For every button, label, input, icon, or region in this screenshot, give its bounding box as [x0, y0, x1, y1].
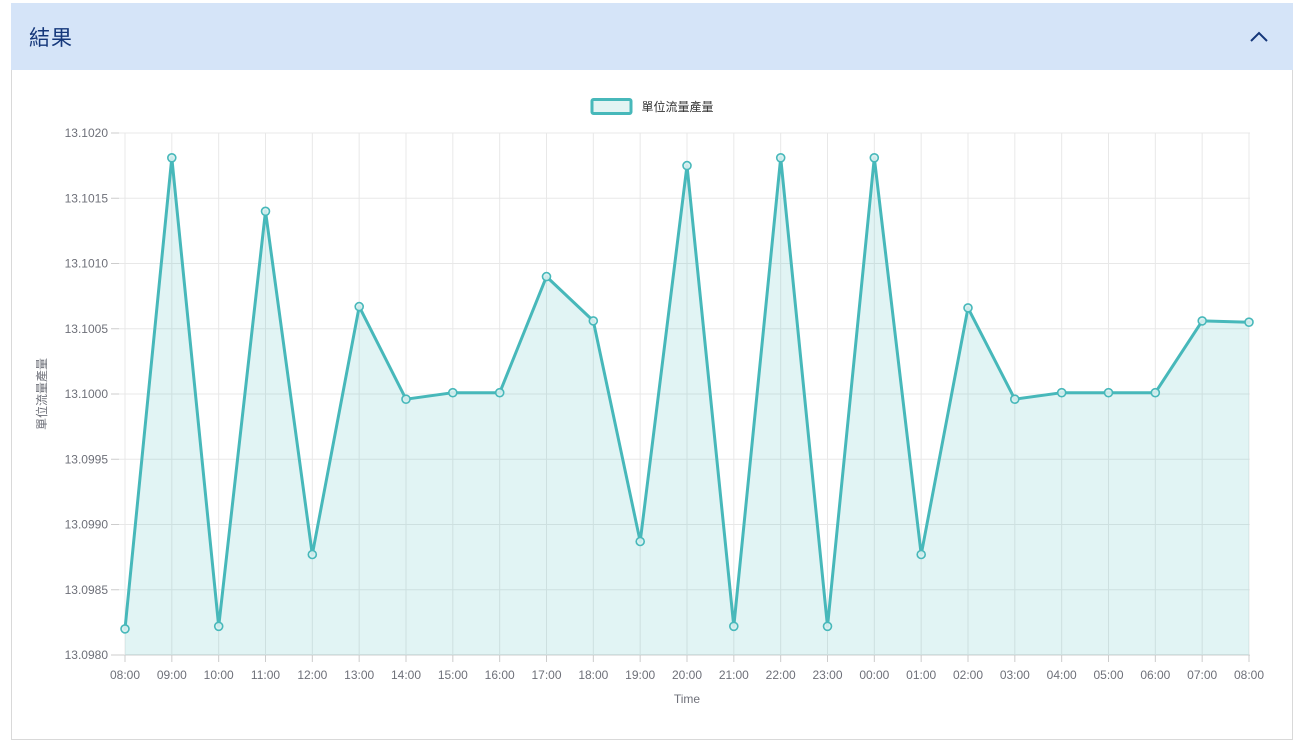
x-axis-title: Time	[674, 692, 701, 706]
x-tick-label: 14:00	[391, 668, 421, 682]
area-fill	[125, 157, 1249, 656]
y-tick-label: 13.1000	[65, 387, 109, 401]
data-point[interactable]	[682, 160, 692, 171]
data-point[interactable]	[1056, 387, 1067, 398]
data-point[interactable]	[401, 394, 411, 405]
x-tick-label: 03:00	[1000, 668, 1030, 682]
x-tick-label: 22:00	[766, 668, 796, 682]
y-tick-label: 13.1010	[65, 257, 109, 271]
x-tick-label: 09:00	[157, 668, 187, 682]
y-tick-label: 13.1015	[65, 191, 109, 205]
results-card: 結果 單位流量產量 13.0980 13.0985 13.0990 13.0995 13…	[11, 3, 1293, 740]
results-card-header[interactable]: 結果	[11, 3, 1293, 70]
data-point[interactable]	[541, 271, 552, 282]
x-tick-label: 20:00	[672, 668, 702, 682]
data-point[interactable]	[494, 387, 505, 398]
collapse-button[interactable]	[1249, 31, 1269, 43]
y-tick-label: 13.0990	[65, 518, 109, 532]
data-point[interactable]	[354, 301, 365, 312]
data-point[interactable]	[213, 621, 224, 632]
data-point[interactable]	[1197, 316, 1207, 326]
data-point[interactable]	[635, 536, 646, 547]
y-tick-label: 13.1020	[65, 126, 109, 140]
x-tick-label: 00:00	[859, 668, 889, 682]
data-point[interactable]	[728, 621, 739, 632]
y-tick-label: 13.0985	[65, 583, 109, 597]
data-point[interactable]	[167, 153, 177, 163]
data-point[interactable]	[822, 621, 833, 632]
x-tick-label: 16:00	[485, 668, 515, 682]
x-tick-label: 17:00	[531, 668, 561, 682]
data-point[interactable]	[775, 153, 786, 163]
x-tick-label: 19:00	[625, 668, 655, 682]
x-tick-label: 18:00	[578, 668, 608, 682]
data-point[interactable]	[916, 549, 927, 560]
legend[interactable]: 單位流量產量	[590, 98, 714, 115]
page-title: 結果	[29, 26, 73, 50]
data-point[interactable]	[1244, 317, 1254, 327]
x-tick-label: 06:00	[1140, 668, 1170, 682]
legend-label: 單位流量產量	[641, 100, 714, 114]
x-tick-label: 23:00	[812, 668, 842, 682]
x-tick-label: 01:00	[906, 668, 936, 682]
x-tick-label: 21:00	[719, 668, 749, 682]
y-tick-label: 13.1005	[65, 322, 109, 336]
data-point[interactable]	[307, 549, 318, 560]
x-tick-label: 04:00	[1047, 668, 1077, 682]
y-tick-label: 13.0995	[65, 452, 109, 466]
x-tick-label: 05:00	[1093, 668, 1123, 682]
x-tick-label: 10:00	[204, 668, 234, 682]
data-point[interactable]	[963, 303, 973, 313]
data-point[interactable]	[1150, 387, 1161, 398]
line-chart: 13.0980 13.0985 13.0990 13.0995 13.1000 13.10…	[34, 126, 1264, 706]
data-point[interactable]	[869, 153, 880, 163]
data-point[interactable]	[588, 316, 599, 326]
x-tick-label: 07:00	[1187, 668, 1217, 682]
data-point[interactable]	[1009, 394, 1020, 405]
x-tick-label: 12:00	[297, 668, 327, 682]
x-tick-label: 11:00	[251, 668, 280, 682]
chevron-up-icon	[1250, 31, 1268, 42]
chart-panel: 單位流量產量 13.0980 13.0985 13.0990 13.0995 13.10…	[11, 70, 1293, 740]
x-tick-label: 02:00	[953, 668, 983, 682]
data-point[interactable]	[1103, 387, 1114, 398]
x-tick-label: 08:00	[110, 668, 140, 682]
data-point[interactable]	[447, 387, 458, 398]
y-axis-title: 單位流量產量	[34, 358, 49, 430]
data-point[interactable]	[120, 624, 130, 634]
x-tick-label: 13:00	[344, 668, 374, 682]
x-tick-label: 08:00	[1234, 668, 1264, 682]
legend-swatch	[590, 98, 633, 115]
y-tick-label: 13.0980	[65, 648, 109, 662]
x-tick-label: 15:00	[438, 668, 468, 682]
data-point[interactable]	[260, 206, 271, 217]
